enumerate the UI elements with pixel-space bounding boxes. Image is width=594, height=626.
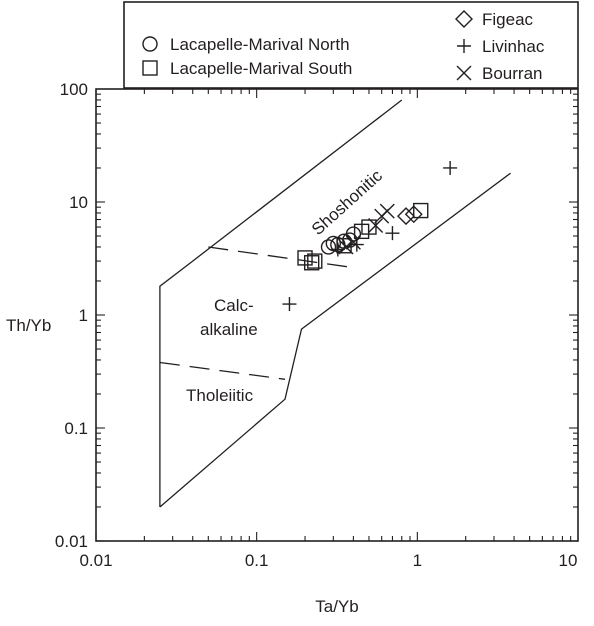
y-tick-label: 0.01 xyxy=(55,532,88,551)
legend-symbol-plus xyxy=(457,39,471,53)
y-tick-label: 10 xyxy=(69,193,88,212)
legend-label-figeac: Figeac xyxy=(482,10,534,29)
plot-frame xyxy=(95,88,579,542)
legend-symbol-x xyxy=(456,65,472,81)
data-point-square xyxy=(336,238,352,254)
data-point-square xyxy=(361,219,377,235)
data-point-square xyxy=(303,255,320,271)
data-point-x xyxy=(368,217,384,233)
x-tick-label: 10 xyxy=(559,551,578,570)
data-point-plus xyxy=(282,297,297,312)
data-point-x xyxy=(345,234,361,250)
data-point-plus xyxy=(330,242,345,257)
data-point-circle xyxy=(325,235,342,252)
axis-ticks xyxy=(95,89,578,542)
legend-label-lacapelle-south: Lacapelle-Marival South xyxy=(170,59,352,78)
shoshonitic-label: Shoshonitic xyxy=(308,166,386,239)
tholeiitic-label: Tholeiitic xyxy=(186,386,254,405)
legend xyxy=(123,1,579,89)
field-labels: Shoshonitic Calc- alkaline Tholeiitic xyxy=(186,166,386,405)
x-axis: 0.01 0.1 1 10 Ta/Yb xyxy=(79,551,577,616)
x-axis-title: Ta/Yb xyxy=(315,597,358,616)
y-tick-label: 0.1 xyxy=(64,419,88,438)
data-point-square xyxy=(413,202,429,219)
field-boundary xyxy=(159,99,403,507)
legend-label-lacapelle-north: Lacapelle-Marival North xyxy=(170,35,350,54)
data-point-diamond xyxy=(397,207,415,226)
legend-symbol-circle xyxy=(142,36,158,52)
data-point-plus xyxy=(349,237,364,252)
calc-alkaline-label-line2: alkaline xyxy=(200,320,258,339)
legend-box xyxy=(123,1,579,89)
x-tick-label: 0.01 xyxy=(79,551,112,570)
y-axis: 100 10 1 0.1 0.01 Th/Yb xyxy=(6,80,88,551)
data-point-circle xyxy=(345,226,362,242)
data-point-x xyxy=(379,203,395,219)
data-points xyxy=(282,160,458,312)
field-boundary-dashed xyxy=(208,246,357,269)
data-point-plus xyxy=(385,226,400,241)
legend-entries: Lacapelle-Marival North Lacapelle-Mariva… xyxy=(142,10,545,83)
legend-symbol-square xyxy=(142,60,158,76)
x-tick-label: 1 xyxy=(413,551,422,570)
legend-symbol-diamond xyxy=(455,10,473,28)
field-boundary-dashed xyxy=(159,361,286,380)
x-tick-label: 0.1 xyxy=(245,551,269,570)
field-boundary xyxy=(159,172,511,508)
y-tick-label: 100 xyxy=(60,80,88,99)
y-axis-title: Th/Yb xyxy=(6,316,51,335)
data-point-diamond xyxy=(404,205,423,224)
field-boundaries xyxy=(159,99,511,508)
y-tick-label: 1 xyxy=(79,306,88,325)
data-point-square xyxy=(307,253,323,269)
calc-alkaline-label-line1: Calc- xyxy=(214,296,254,315)
data-point-circle xyxy=(320,239,337,255)
legend-label-livinhac: Livinhac xyxy=(482,37,545,56)
data-point-x xyxy=(338,239,354,255)
legend-label-bourran: Bourran xyxy=(482,64,542,83)
data-point-plus xyxy=(443,160,458,175)
